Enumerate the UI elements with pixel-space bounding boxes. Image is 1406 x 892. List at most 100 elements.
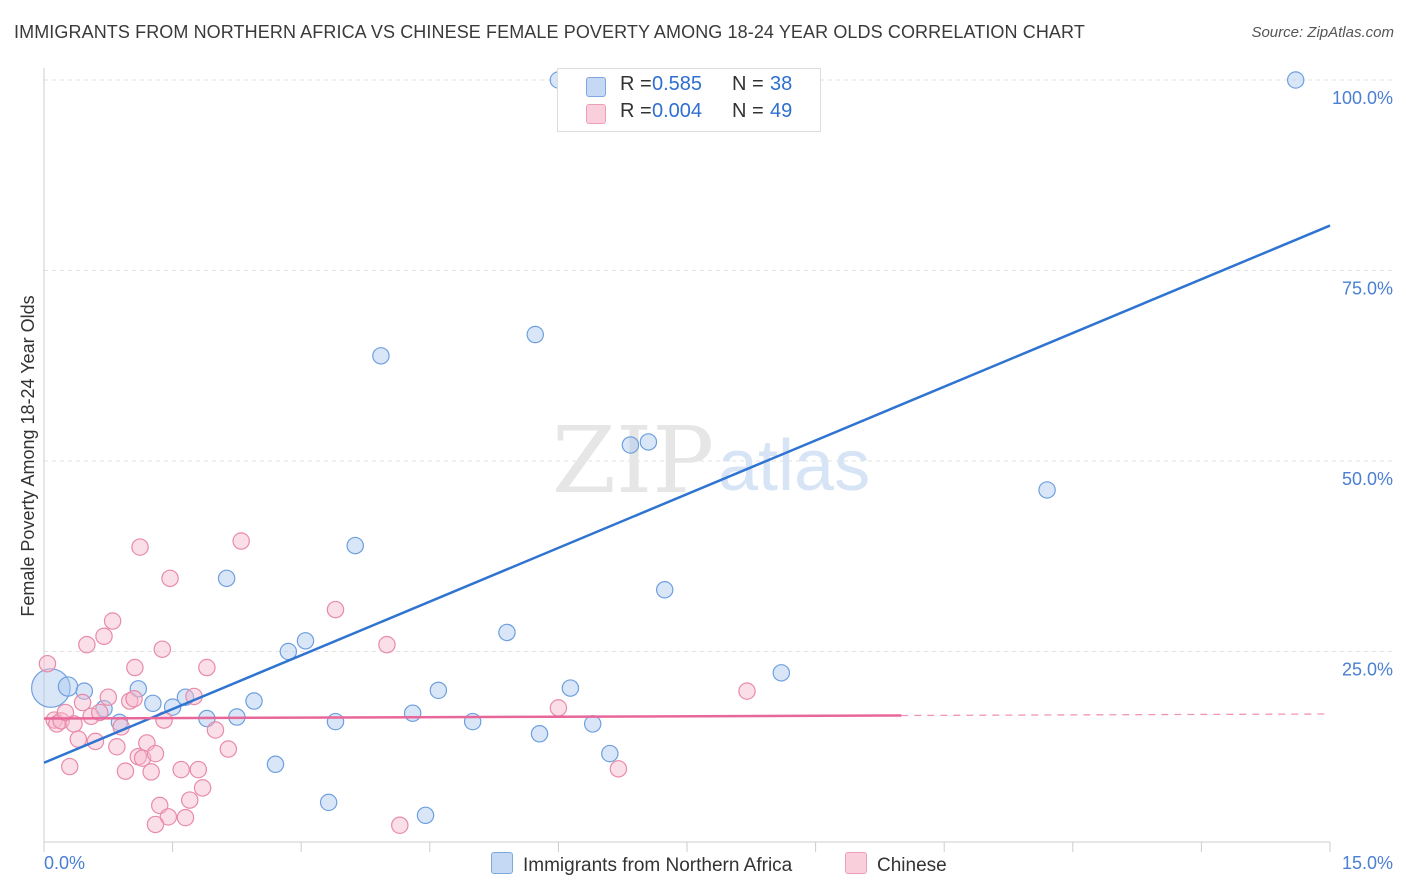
trend-lines: [43, 224, 1331, 764]
data-point: [189, 760, 208, 779]
data-point: [146, 744, 165, 763]
data-point: [346, 536, 364, 555]
data-point: [219, 740, 238, 758]
data-point: [52, 712, 70, 730]
data-point: [144, 694, 162, 713]
bottom-legend-chinese: Chinese: [845, 852, 947, 877]
data-point: [621, 436, 640, 454]
watermark-zip: ZIP: [552, 407, 714, 514]
data-point: [601, 744, 619, 763]
axes: [43, 68, 1331, 852]
data-point: [159, 808, 178, 826]
data-point: [772, 664, 791, 682]
data-point: [153, 640, 172, 658]
legend-n-value: 38: [770, 73, 793, 95]
x-tick-label: 15.0%: [1342, 853, 1393, 873]
legend-n-label: N =: [732, 100, 764, 122]
bottom-legend-northern-africa: Immigrants from Northern Africa: [491, 852, 792, 877]
data-point: [95, 627, 113, 646]
legend-swatch-pink: [586, 104, 606, 124]
data-point: [319, 793, 338, 812]
data-point: [609, 760, 628, 778]
legend-swatch-blue: [491, 852, 513, 874]
data-point: [180, 791, 199, 809]
data-point: [172, 760, 190, 779]
legend-swatch-blue: [586, 77, 606, 97]
data-point: [161, 569, 179, 588]
data-point: [131, 538, 149, 556]
chart-title: IMMIGRANTS FROM NORTHERN AFRICA VS CHINE…: [14, 22, 1085, 42]
data-point: [78, 635, 96, 654]
trend-line-northern-africa: [43, 224, 1331, 764]
data-point: [326, 600, 345, 619]
series-immigrants-from-northern-africa: [30, 71, 1305, 825]
data-point: [90, 703, 109, 722]
data-point: [498, 623, 516, 642]
data-point: [296, 632, 315, 650]
data-point: [176, 808, 195, 827]
trend-line-chinese: [43, 714, 902, 720]
correlation-legend: R = 0.585 N = 38 R = 0.004 N = 49: [557, 68, 821, 132]
gridlines: [44, 79, 1392, 652]
data-point: [99, 688, 118, 706]
data-point: [416, 806, 435, 825]
data-point: [583, 715, 602, 733]
data-point: [193, 779, 212, 797]
data-point: [266, 755, 285, 774]
data-point: [378, 635, 396, 654]
y-tick-label: 100.0%: [1332, 88, 1393, 108]
data-point: [391, 816, 409, 834]
data-point: [639, 433, 658, 451]
data-point: [245, 692, 263, 710]
watermark: ZIP atlas: [552, 407, 870, 514]
legend-swatch-pink: [845, 852, 867, 874]
data-point: [1286, 71, 1305, 89]
data-point: [146, 815, 165, 834]
data-point: [232, 532, 250, 550]
data-point: [126, 658, 144, 677]
data-point: [403, 704, 422, 722]
data-point: [655, 581, 674, 599]
data-point: [57, 676, 79, 697]
y-tick-label: 75.0%: [1342, 279, 1393, 299]
legend-r-value: 0.585: [652, 73, 703, 95]
legend-r-value: 0.004: [652, 100, 703, 122]
data-point: [116, 762, 135, 780]
data-point: [530, 725, 549, 743]
y-tick-label: 50.0%: [1342, 469, 1393, 489]
legend-n-label: N =: [732, 73, 764, 95]
data-point: [38, 654, 57, 673]
data-point: [561, 679, 580, 697]
watermark-atlas: atlas: [718, 426, 870, 506]
data-point: [1038, 481, 1056, 499]
legend-series-name: Chinese: [877, 855, 947, 876]
data-point: [129, 680, 148, 698]
data-point: [217, 569, 236, 588]
legend-n-value: 49: [770, 100, 793, 122]
data-point: [125, 689, 143, 708]
data-point: [82, 707, 100, 726]
data-point: [526, 325, 545, 344]
trend-line-chinese-extension: [901, 713, 1331, 717]
data-point: [108, 738, 126, 756]
tick-labels: 25.0% 50.0% 75.0% 100.0% 0.0% 15.0%: [44, 88, 1393, 873]
data-point: [198, 658, 216, 677]
legend-r-label: R =: [620, 100, 652, 122]
legend-r-label: R =: [620, 73, 652, 95]
data-point: [738, 682, 756, 700]
data-point: [103, 612, 122, 630]
x-tick-label: 0.0%: [44, 853, 85, 873]
y-tick-label: 25.0%: [1342, 660, 1393, 680]
data-point: [30, 668, 71, 708]
data-point: [60, 757, 79, 776]
legend-series-name: Immigrants from Northern Africa: [523, 855, 793, 876]
data-point: [142, 763, 160, 781]
data-point: [429, 681, 448, 700]
data-point: [206, 721, 225, 739]
series-chinese: [38, 532, 756, 834]
data-point: [372, 347, 390, 365]
data-point: [326, 712, 345, 731]
data-point: [549, 699, 568, 717]
y-axis-label: Female Poverty Among 18-24 Year Olds: [18, 295, 38, 616]
